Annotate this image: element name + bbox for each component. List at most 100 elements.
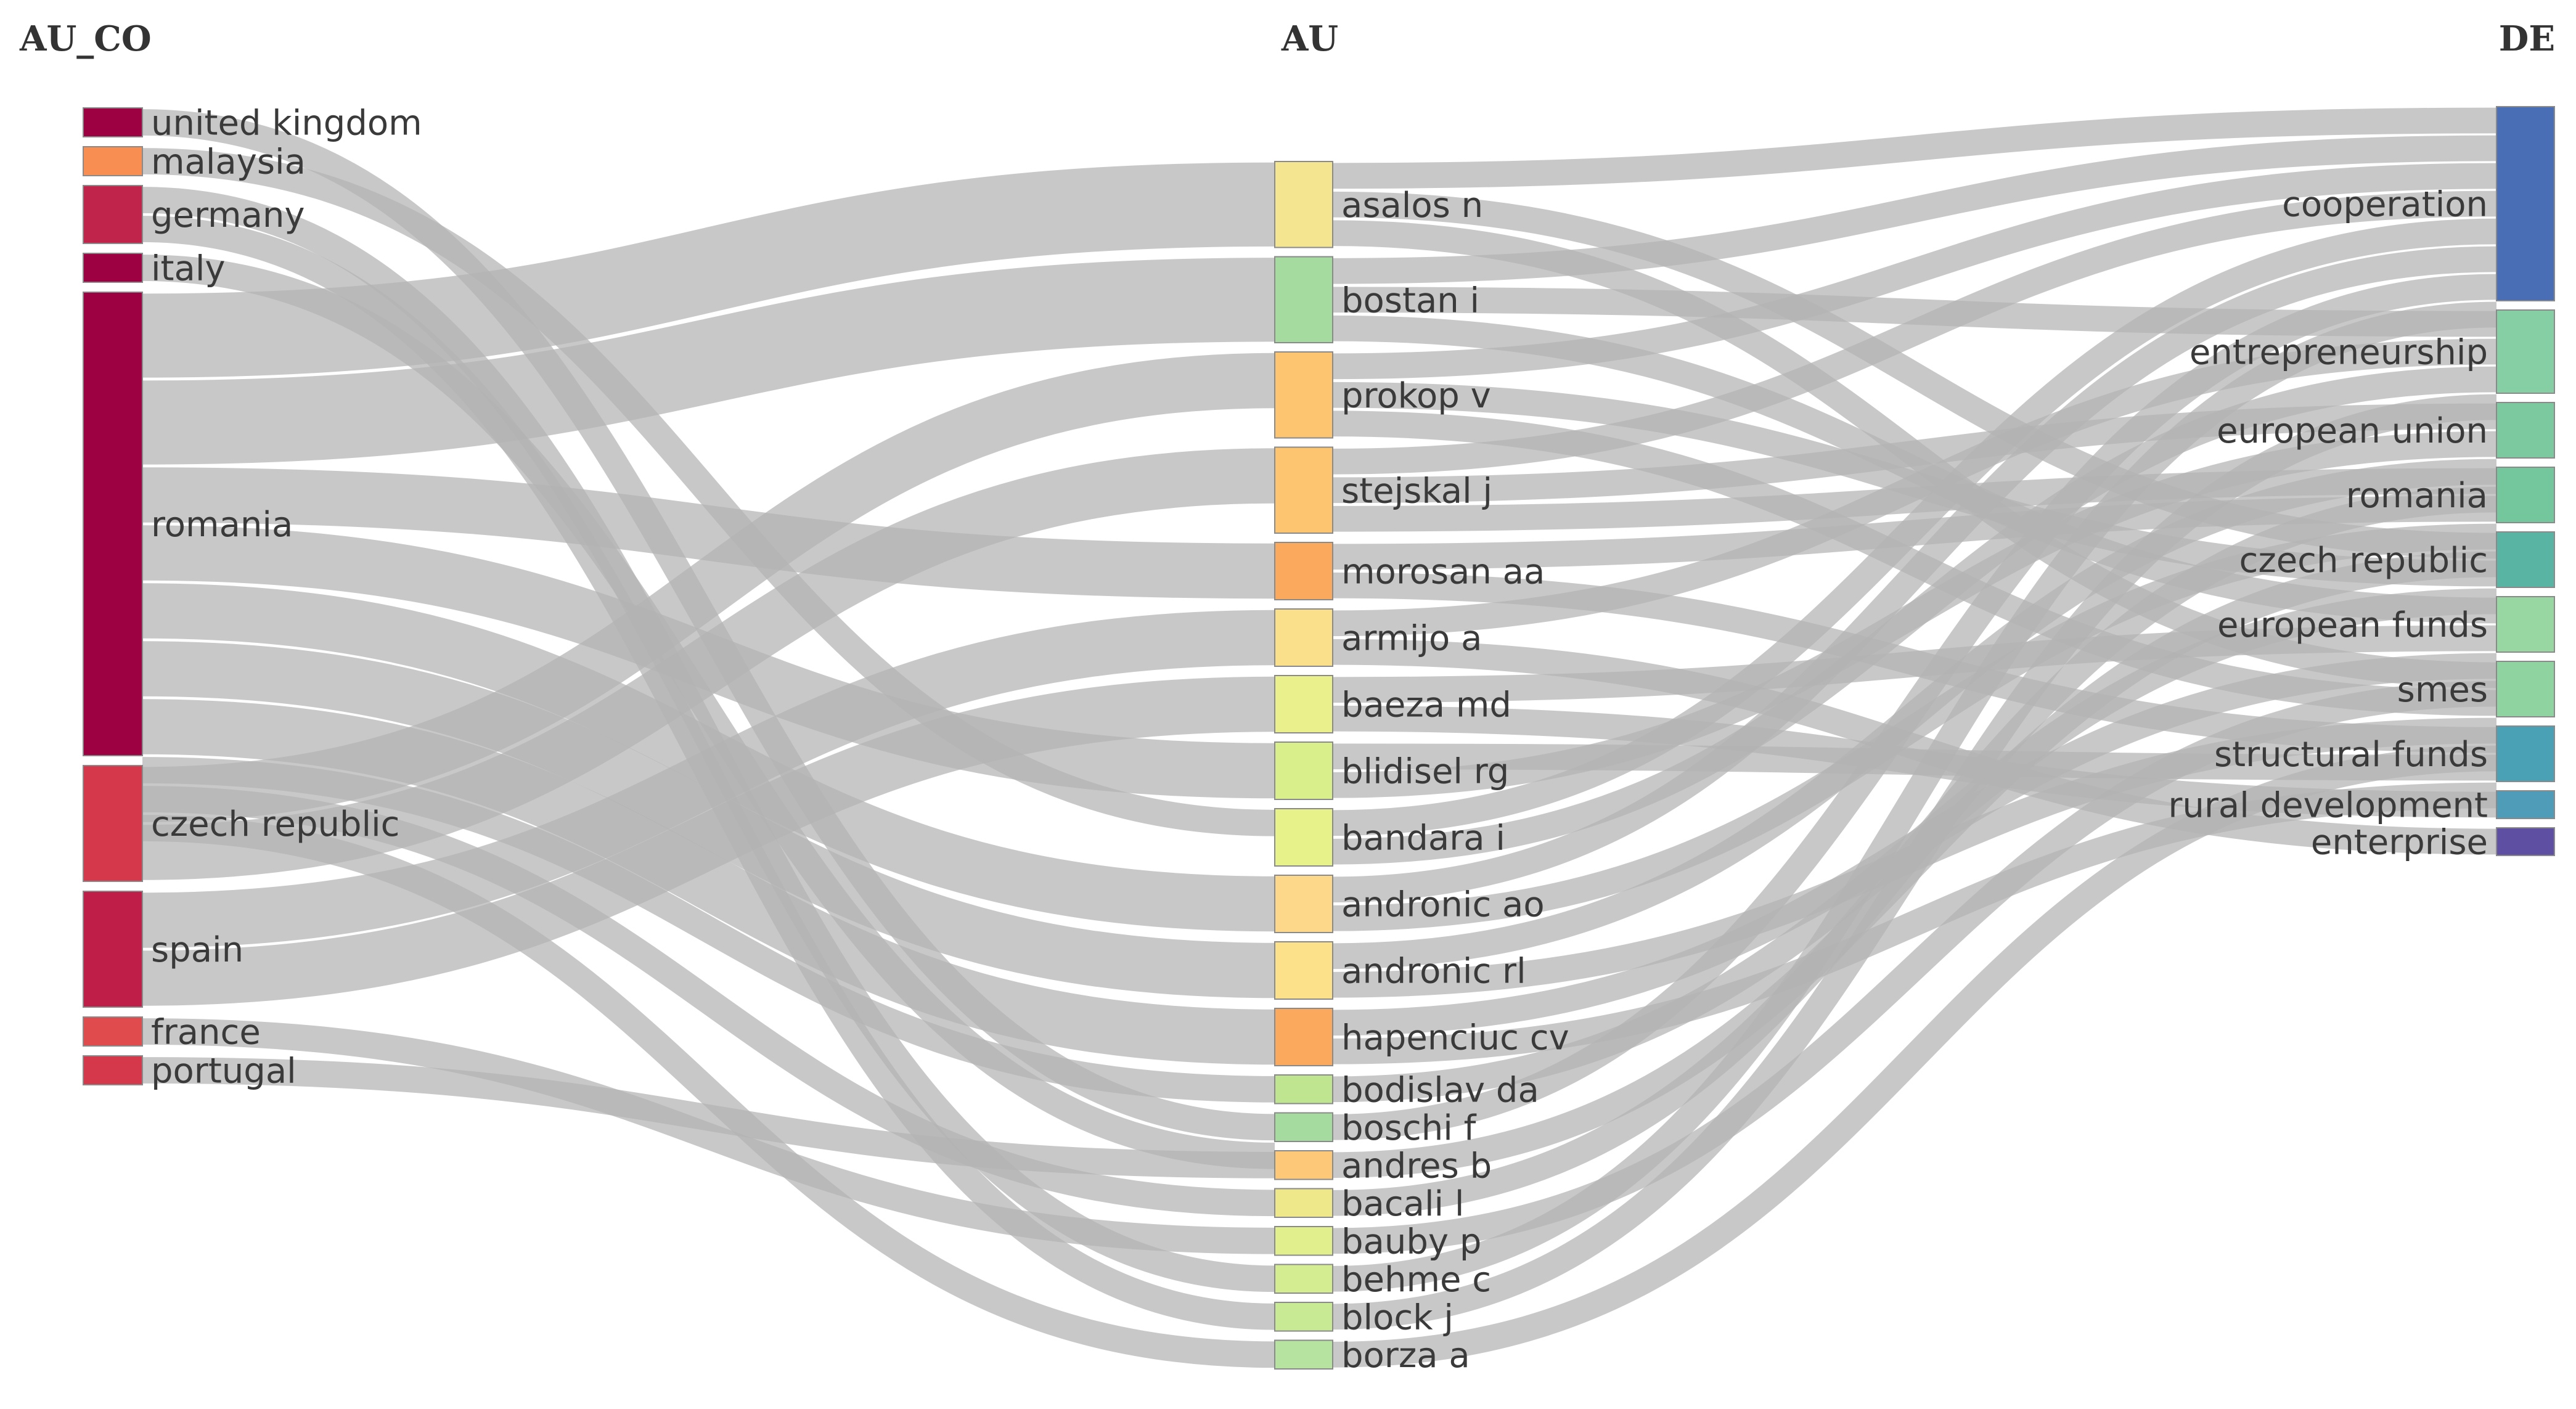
node-bar-bostan[interactable]	[1274, 256, 1333, 343]
node-behme[interactable]: behme c	[1274, 1260, 1491, 1300]
link-armijo-to-enterprise[interactable]	[1332, 639, 2497, 855]
link-cz-to-prokop[interactable]	[142, 353, 1275, 822]
node-ro[interactable]: romania	[83, 292, 293, 756]
link-bostan-to-cooperation[interactable]	[1332, 135, 2497, 284]
node-bar-bodislav[interactable]	[1274, 1074, 1333, 1105]
node-andronicao[interactable]: andronic ao	[1274, 875, 1545, 933]
node-boschi[interactable]: boschi f	[1274, 1108, 1477, 1148]
link-es-to-armijo[interactable]	[142, 610, 1275, 948]
link-pt-to-andres[interactable]	[142, 1057, 1275, 1178]
node-prokop[interactable]: prokop v	[1274, 351, 1491, 439]
node-morosan[interactable]: morosan aa	[1274, 542, 1545, 600]
link-block-to-entrepreneurship[interactable]	[1332, 394, 2497, 1330]
node-bar-hapenciuc[interactable]	[1274, 1008, 1333, 1066]
node-bar-andronicrl[interactable]	[1274, 941, 1333, 1000]
node-bar-sfunds[interactable]	[2496, 725, 2555, 782]
node-bar-prokop[interactable]	[1274, 351, 1333, 439]
link-stejskal-to-cooperation[interactable]	[1332, 190, 2497, 475]
node-bar-smes[interactable]	[2496, 661, 2555, 717]
node-bar-stejskal[interactable]	[1274, 446, 1333, 534]
link-fr-to-bauby[interactable]	[142, 1018, 1275, 1254]
link-es-to-baeza[interactable]	[142, 676, 1275, 1006]
node-bostan[interactable]: bostan i	[1274, 256, 1479, 343]
node-bar-armijo[interactable]	[1274, 608, 1333, 667]
node-bar-entrepreneurship[interactable]	[2496, 309, 2555, 394]
node-bar-enterprise[interactable]	[2496, 827, 2555, 856]
node-bar-andres[interactable]	[1274, 1150, 1333, 1180]
node-bar-morosan[interactable]	[1274, 542, 1333, 600]
node-bar-my[interactable]	[83, 146, 143, 176]
node-fr[interactable]: france	[83, 1013, 261, 1053]
node-smes[interactable]: smes	[2397, 661, 2555, 717]
node-blidisel[interactable]: blidisel rg	[1274, 741, 1509, 800]
node-entrepreneurship[interactable]: entrepreneurship	[2190, 309, 2555, 394]
node-cz[interactable]: czech republic	[83, 765, 399, 882]
link-behme-to-cooperation[interactable]	[1332, 301, 2497, 1292]
node-baeza[interactable]: baeza md	[1274, 675, 1511, 733]
node-bar-boschi[interactable]	[1274, 1112, 1333, 1142]
node-enterprise[interactable]: enterprise	[2311, 823, 2555, 863]
node-bar-uk[interactable]	[83, 107, 143, 137]
node-uk[interactable]: united kingdom	[83, 104, 422, 144]
node-bar-de[interactable]	[83, 185, 143, 244]
link-bandara-to-entrepreneurship[interactable]	[1332, 366, 2497, 865]
node-bar-borza[interactable]	[1274, 1339, 1333, 1370]
node-romania_kw[interactable]: romania	[2346, 467, 2555, 523]
node-bar-blidisel[interactable]	[1274, 741, 1333, 800]
node-armijo[interactable]: armijo a	[1274, 608, 1482, 667]
node-bar-ro[interactable]	[83, 292, 143, 756]
node-bar-eu[interactable]	[2496, 402, 2555, 459]
node-andronicrl[interactable]: andronic rl	[1274, 941, 1526, 1000]
node-andres[interactable]: andres b	[1274, 1146, 1492, 1186]
node-bar-baeza[interactable]	[1274, 675, 1333, 733]
node-bar-cooperation[interactable]	[2496, 106, 2555, 301]
node-bodislav[interactable]: bodislav da	[1274, 1070, 1539, 1110]
node-bar-pt[interactable]	[83, 1055, 143, 1085]
link-bostan-to-entrepreneurship[interactable]	[1332, 287, 2497, 337]
node-stejskal[interactable]: stejskal j	[1274, 446, 1492, 534]
node-sfunds[interactable]: structural funds	[2214, 725, 2555, 782]
node-bar-asalos[interactable]	[1274, 161, 1333, 248]
link-asalos-to-cooperation[interactable]	[1332, 107, 2497, 189]
node-block[interactable]: block j	[1274, 1297, 1454, 1338]
node-bauby[interactable]: bauby p	[1274, 1222, 1481, 1262]
node-asalos[interactable]: asalos n	[1274, 161, 1483, 248]
link-cz-to-stejskal[interactable]	[142, 448, 1275, 880]
link-hapenciuc-to-sfunds[interactable]	[1332, 782, 2497, 1064]
node-my[interactable]: malaysia	[83, 142, 306, 182]
node-pt[interactable]: portugal	[83, 1052, 296, 1092]
node-hapenciuc[interactable]: hapenciuc cv	[1274, 1008, 1569, 1066]
node-bar-efunds[interactable]	[2496, 596, 2555, 653]
node-bar-cz[interactable]	[83, 765, 143, 882]
node-rural[interactable]: rural development	[2168, 786, 2555, 826]
link-borza-to-smes[interactable]	[1332, 745, 2497, 1368]
node-bandara[interactable]: bandara i	[1274, 808, 1505, 867]
node-bar-romania_kw[interactable]	[2496, 467, 2555, 523]
node-bar-it[interactable]	[83, 253, 143, 283]
link-andronicao-to-cooperation[interactable]	[1332, 246, 2497, 903]
node-bacali[interactable]: bacali l	[1274, 1184, 1464, 1224]
link-ro-to-borza[interactable]	[142, 815, 1275, 1368]
node-bar-block[interactable]	[1274, 1302, 1333, 1332]
node-bar-andronicao[interactable]	[1274, 875, 1333, 933]
node-bar-rural[interactable]	[2496, 790, 2555, 819]
link-ro-to-morosan[interactable]	[142, 467, 1275, 599]
node-efunds[interactable]: european funds	[2217, 596, 2555, 653]
node-bar-bacali[interactable]	[1274, 1188, 1333, 1218]
node-de[interactable]: germany	[83, 185, 305, 244]
link-ro-to-bostan[interactable]	[142, 258, 1275, 465]
node-cooperation[interactable]: cooperation	[2282, 106, 2555, 301]
node-bar-es[interactable]	[83, 891, 143, 1008]
node-it[interactable]: italy	[83, 249, 226, 289]
node-bar-behme[interactable]	[1274, 1264, 1333, 1294]
link-ro-to-asalos[interactable]	[142, 162, 1275, 378]
node-bar-czech_kw[interactable]	[2496, 531, 2555, 588]
link-prokop-to-cooperation[interactable]	[1332, 163, 2497, 380]
node-eu[interactable]: european union	[2217, 402, 2555, 459]
node-borza[interactable]: borza a	[1274, 1336, 1470, 1376]
node-bar-bauby[interactable]	[1274, 1226, 1333, 1256]
link-bandara-to-cooperation[interactable]	[1332, 218, 2497, 836]
node-bar-fr[interactable]	[83, 1016, 143, 1047]
node-es[interactable]: spain	[83, 891, 243, 1008]
node-czech_kw[interactable]: czech republic	[2239, 531, 2555, 588]
